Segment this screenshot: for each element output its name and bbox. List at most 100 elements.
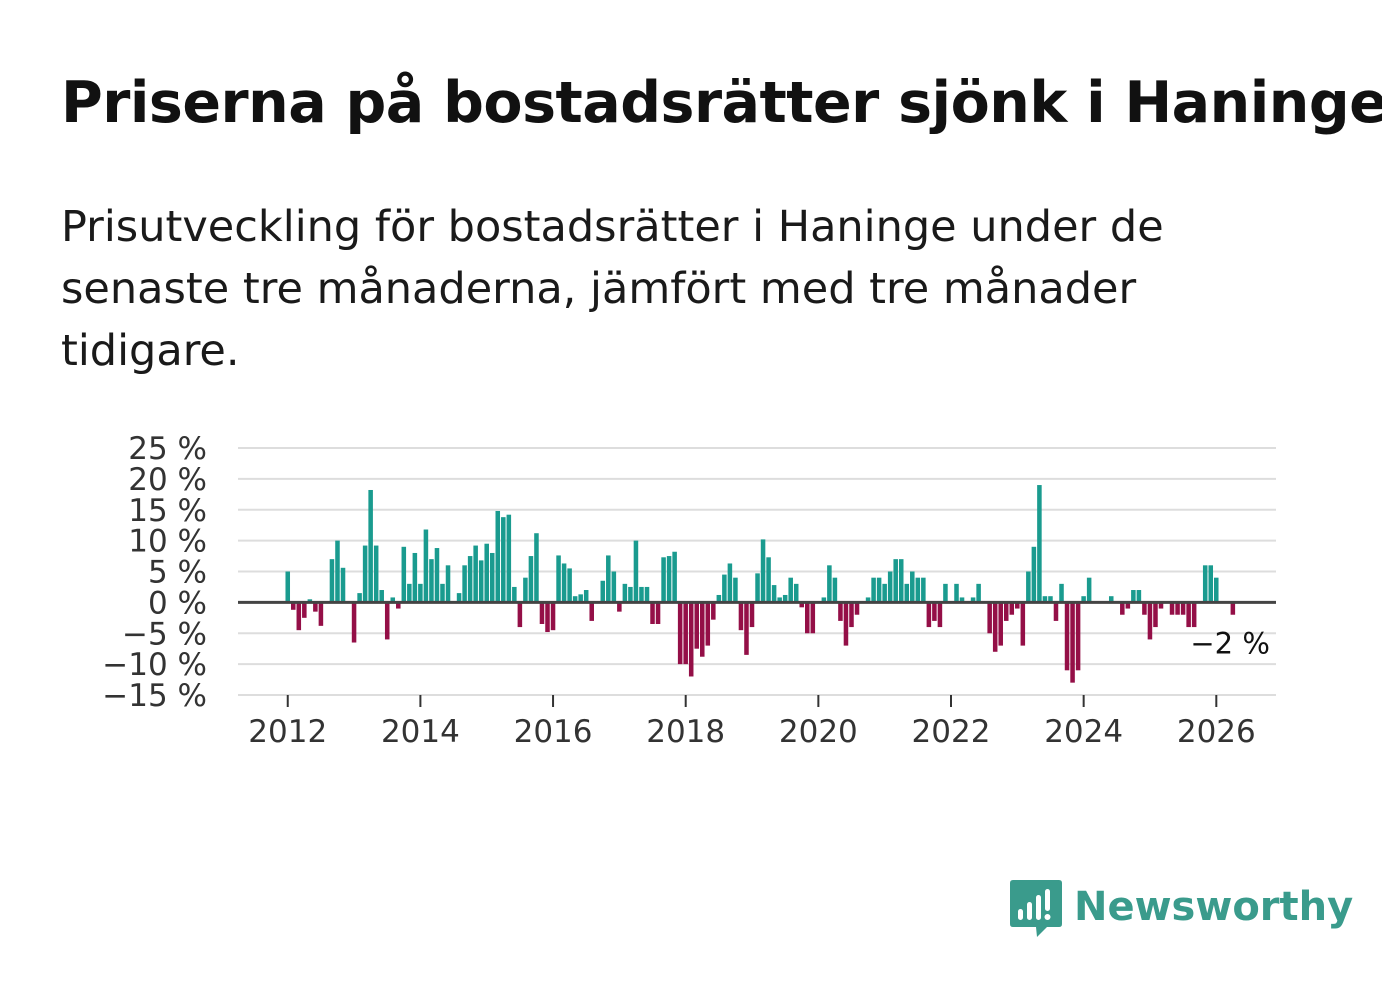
bar [722,574,727,603]
bar [694,602,699,649]
x-tick-label: 2016 [514,714,593,750]
bar [561,563,567,603]
bar [302,602,307,618]
bar [296,602,302,631]
bar [711,602,716,620]
bar [915,577,921,603]
bar [655,602,661,624]
bar [893,559,898,603]
bar [821,597,827,603]
y-tick-label: 20 % [128,462,207,498]
x-tick-label: 2020 [779,714,858,750]
bar [528,556,534,603]
bar [1142,602,1147,615]
bar [716,594,722,603]
bar [970,597,976,603]
bar [992,602,998,652]
bar [1003,602,1009,621]
bar [329,559,335,603]
x-tick-label: 2018 [646,714,725,750]
bar [749,602,755,628]
bar [291,602,296,610]
bar [921,577,926,603]
bar [501,517,506,603]
bar [495,510,501,603]
bar [755,573,760,603]
bar [1042,596,1048,603]
bar [810,602,816,634]
bar [1158,602,1164,609]
bar [1037,485,1042,603]
bar [1081,596,1086,603]
bar [1202,565,1208,603]
bar [1208,565,1214,603]
bar [882,583,887,603]
bar [622,583,628,603]
bar [827,565,832,603]
bar [805,602,810,634]
bar [335,540,340,603]
bar [362,545,368,603]
bar [462,565,467,603]
bar [1131,590,1136,603]
bar [1086,577,1092,603]
brand-name: Newsworthy [1074,884,1354,930]
bar [672,551,677,603]
bar [1186,602,1191,628]
bar [567,568,572,603]
bar [423,529,429,603]
bar [617,602,622,612]
bar [1026,571,1031,603]
bar [478,560,484,603]
bar [910,571,915,603]
bar [926,602,932,628]
bar [865,597,871,603]
y-tick-label: −10 % [102,647,207,683]
bar [1015,602,1020,609]
bar [937,602,943,628]
bar [943,583,948,603]
bar [998,602,1003,646]
bar [1059,583,1064,603]
y-tick-label: 0 % [148,585,207,621]
bar [1070,602,1075,683]
bar [788,577,793,603]
bar [1230,602,1236,615]
last-value-label: −2 % [1190,627,1270,661]
bar [650,602,655,624]
y-tick-label: 15 % [128,493,207,529]
bar [661,557,666,603]
bar [489,552,495,603]
bar [401,546,407,603]
bar [1153,602,1158,628]
bar [898,559,904,603]
bar [285,571,291,603]
bar [838,602,843,621]
x-tick-label: 2024 [1044,714,1123,750]
y-tick-label: 5 % [148,555,207,591]
bar [384,602,390,640]
bar [390,597,396,603]
bar [534,533,539,603]
bar [738,602,744,631]
bar [545,602,550,633]
bar [473,545,478,603]
bar [777,597,782,603]
bar [854,602,860,615]
bar [351,602,357,643]
bar [766,557,771,603]
bar [412,552,418,603]
bar [407,583,412,603]
bar [771,585,777,603]
bar [782,594,788,603]
bar [434,548,440,603]
bar [467,556,473,603]
bar [666,556,672,603]
bar [1048,596,1053,603]
x-tick-label: 2012 [248,714,327,750]
bar [523,577,528,603]
bar [583,590,589,603]
bar [887,571,893,603]
bar [307,599,313,603]
bar [1009,602,1015,615]
